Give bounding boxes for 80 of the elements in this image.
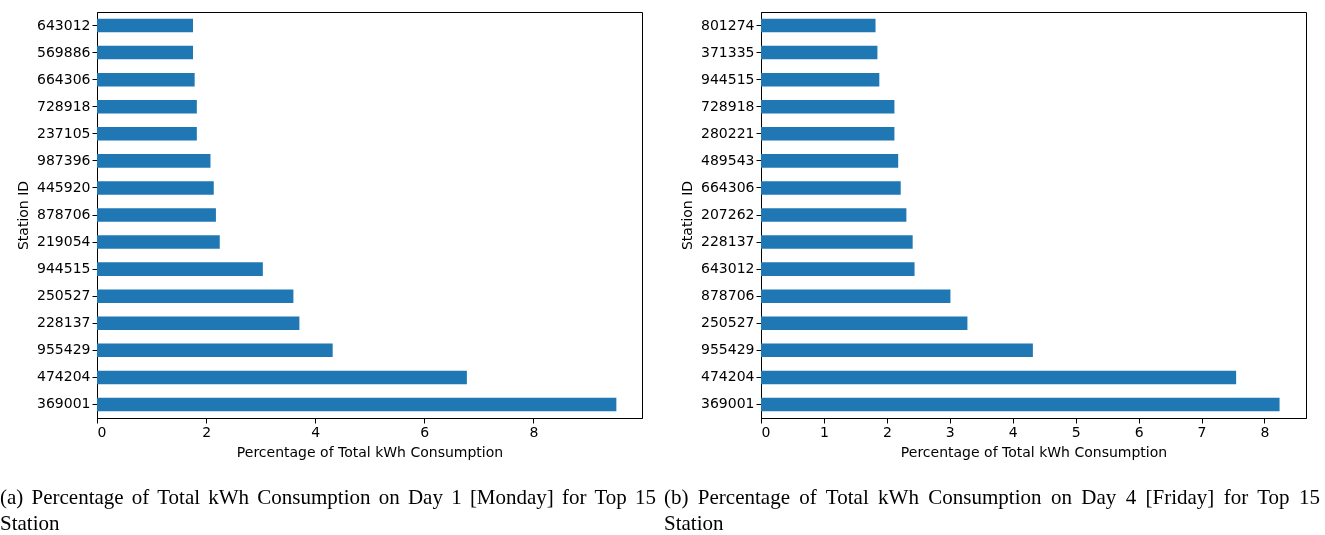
x-axis-title: Percentage of Total kWh Consumption [900, 443, 1168, 460]
y-tick-label: 474204 [37, 368, 91, 385]
y-tick-label: 369001 [701, 395, 755, 412]
bar [761, 343, 1033, 358]
bar [97, 18, 194, 33]
y-tick-label: 228137 [37, 314, 91, 331]
x-tick-label: 0 [761, 423, 771, 440]
y-tick-label: 664306 [37, 70, 91, 87]
x-tick-label: 1 [819, 423, 829, 440]
bar [761, 99, 895, 114]
x-tick-label: 6 [1134, 423, 1144, 440]
bar [761, 208, 907, 222]
y-tick-label: 250527 [37, 287, 91, 304]
bar [97, 262, 263, 276]
x-tick-label: 5 [1071, 423, 1081, 440]
y-tick-label: 219054 [37, 233, 91, 250]
x-tick-label: 7 [1197, 423, 1207, 440]
bar [97, 72, 195, 87]
bar [97, 235, 220, 249]
y-tick-label: 801274 [701, 16, 755, 33]
x-tick-label: 3 [945, 423, 955, 440]
y-tick-label: 237105 [37, 124, 91, 141]
y-axis-title: Station ID [15, 180, 32, 251]
bar [97, 154, 211, 168]
bar [97, 397, 617, 412]
y-tick-label: 228137 [701, 233, 755, 250]
y-tick-label: 371335 [701, 43, 755, 60]
y-tick-label: 250527 [701, 314, 755, 331]
bar [97, 208, 216, 222]
y-tick-label: 955429 [37, 341, 91, 358]
y-tick-label: 474204 [701, 368, 755, 385]
y-tick-label: 569886 [37, 43, 91, 60]
y-tick-label: 728918 [701, 97, 755, 114]
x-tick-label: 2 [882, 423, 892, 440]
bar [97, 99, 197, 114]
x-tick-label: 6 [420, 423, 430, 440]
y-tick-label: 955429 [701, 341, 755, 358]
y-tick-label: 445920 [37, 178, 91, 195]
x-axis-title: Percentage of Total kWh Consumption [236, 443, 504, 460]
y-tick-label: 643012 [37, 16, 91, 33]
x-tick-label: 0 [97, 423, 107, 440]
bar [97, 181, 214, 195]
bar [97, 289, 294, 303]
x-tick-label: 2 [202, 423, 212, 440]
x-tick-label: 4 [311, 423, 321, 440]
y-tick-label: 944515 [37, 260, 91, 277]
bar [761, 18, 876, 33]
bar [761, 262, 915, 276]
y-tick-label: 489543 [701, 151, 755, 168]
bar [761, 370, 1237, 385]
y-axis-title: Station ID [679, 180, 696, 251]
bar [761, 72, 880, 87]
bar [761, 316, 968, 331]
text: (b) Percentage of Total kWh Consumption on Day 4 [Friday] for Top 15 Station [664, 484, 1320, 535]
x-tick-label: 8 [529, 423, 539, 440]
y-tick-label: 944515 [701, 70, 755, 87]
bar [761, 127, 895, 141]
bar [761, 181, 901, 195]
text: (a) Percentage of Total kWh Consumption on Day 1 [Monday] for Top 15 Station [0, 484, 656, 535]
y-tick-label: 878706 [701, 287, 755, 304]
y-tick-label: 643012 [701, 260, 755, 277]
bar [761, 235, 913, 249]
bar [97, 316, 300, 331]
y-tick-label: 280221 [701, 124, 755, 141]
bar [97, 45, 194, 60]
bar [761, 397, 1280, 412]
bar [761, 289, 951, 303]
y-tick-label: 987396 [37, 151, 91, 168]
bar [97, 127, 197, 141]
y-tick-label: 728918 [37, 97, 91, 114]
bar [761, 154, 899, 168]
bar [761, 45, 878, 60]
y-tick-label: 207262 [701, 206, 755, 222]
y-tick-label: 664306 [701, 178, 755, 195]
bar [97, 343, 333, 358]
y-tick-label: 369001 [37, 395, 91, 412]
x-tick-label: 8 [1260, 423, 1270, 440]
x-tick-label: 4 [1008, 423, 1018, 440]
bar [97, 370, 467, 385]
y-tick-label: 878706 [37, 206, 91, 222]
